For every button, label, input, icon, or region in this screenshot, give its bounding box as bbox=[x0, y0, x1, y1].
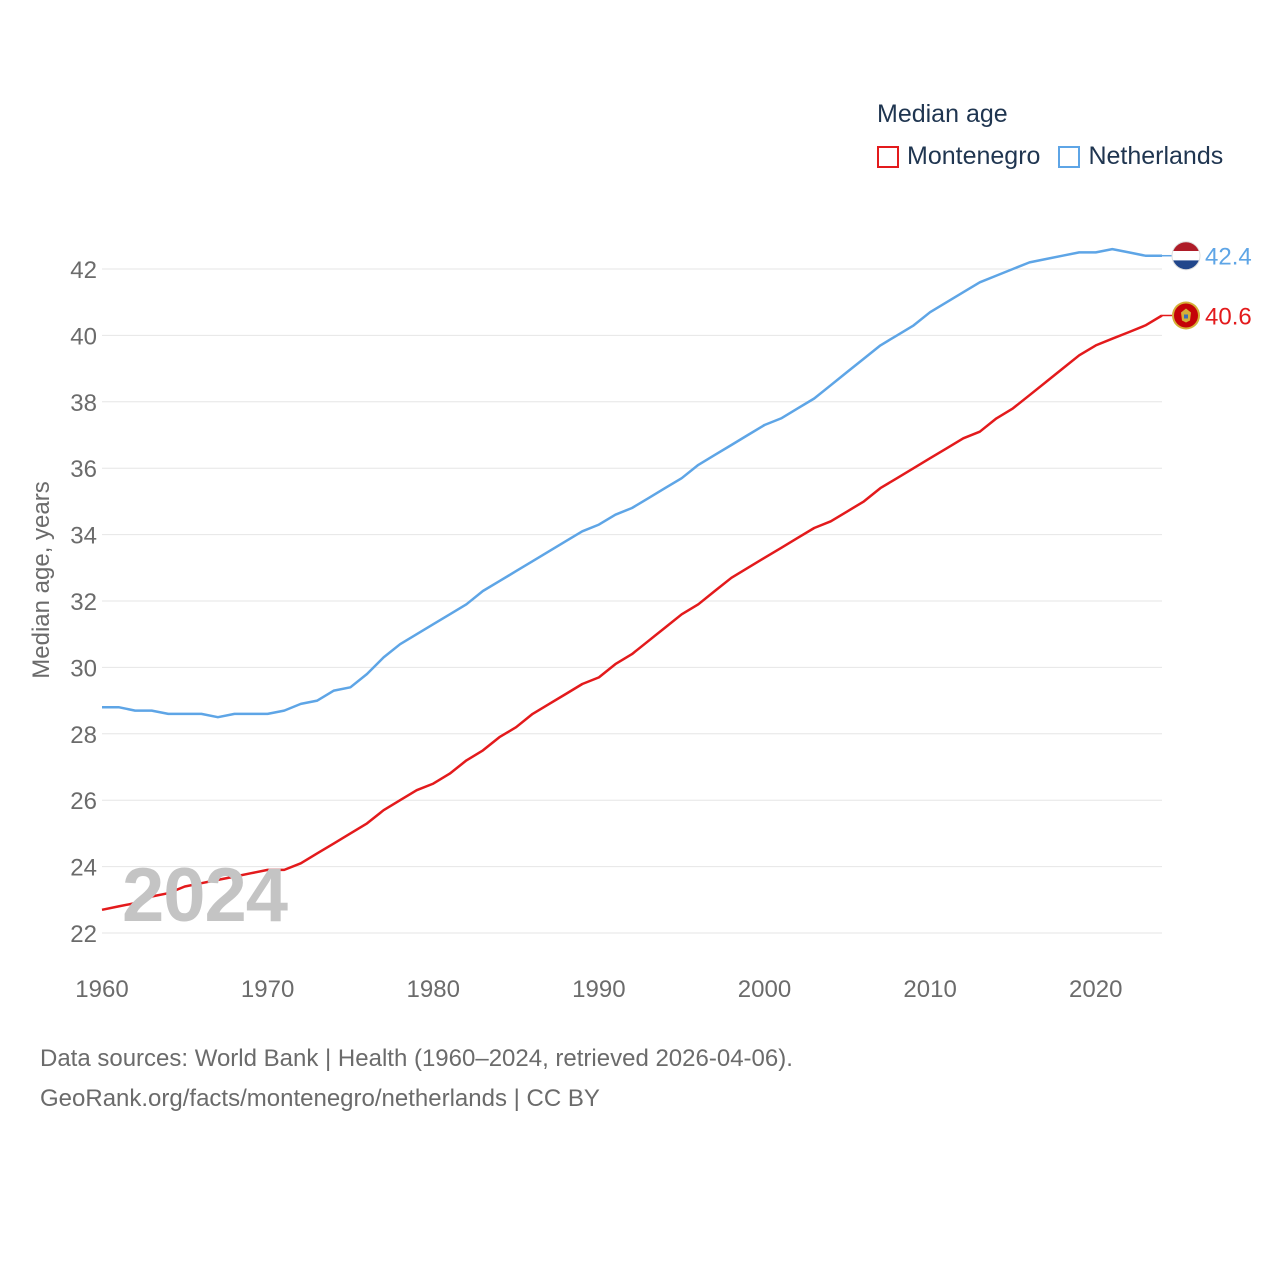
x-tick-label: 1990 bbox=[572, 976, 625, 1003]
y-tick-label: 38 bbox=[70, 390, 97, 417]
x-tick-labels: 1960 1970 1980 1990 2000 2010 2020 bbox=[75, 976, 1122, 1003]
legend-label-netherlands: Netherlands bbox=[1088, 142, 1224, 170]
y-tick-label: 28 bbox=[70, 722, 97, 749]
x-tick-label: 1960 bbox=[75, 976, 128, 1003]
end-markers bbox=[1171, 241, 1201, 330]
x-tick-label: 2000 bbox=[738, 976, 791, 1003]
series-lines bbox=[101, 247, 1172, 912]
legend-swatch-montenegro bbox=[877, 145, 899, 168]
footer-source: Data sources: World Bank | Health (1960–… bbox=[40, 1045, 793, 1072]
montenegro-flag-icon bbox=[1172, 301, 1200, 330]
y-tick-label: 40 bbox=[70, 323, 97, 350]
legend: Montenegro Netherlands bbox=[877, 142, 1241, 171]
y-tick-label: 34 bbox=[70, 523, 97, 550]
y-tick-label: 42 bbox=[70, 257, 97, 284]
y-tick-labels: 22 24 26 28 30 32 34 36 38 40 42 bbox=[70, 257, 97, 948]
netherlands-flag-icon bbox=[1171, 241, 1201, 271]
y-tick-label: 30 bbox=[70, 655, 97, 682]
x-tick-label: 1980 bbox=[407, 976, 460, 1003]
y-tick-label: 22 bbox=[70, 921, 97, 948]
x-tick-label: 1970 bbox=[241, 976, 294, 1003]
footer-link[interactable]: GeoRank.org/facts/montenegro/netherlands… bbox=[40, 1085, 600, 1112]
grid-lines bbox=[102, 268, 1162, 934]
legend-label-montenegro: Montenegro bbox=[907, 142, 1041, 170]
y-axis-title: Median age, years bbox=[28, 481, 55, 679]
y-tick-label: 36 bbox=[70, 456, 97, 483]
legend-title: Median age bbox=[877, 100, 1008, 128]
y-tick-label: 32 bbox=[70, 589, 97, 616]
year-watermark: 2024 bbox=[122, 853, 288, 938]
x-tick-label: 2010 bbox=[903, 976, 956, 1003]
y-tick-label: 24 bbox=[70, 855, 97, 882]
series-line-netherlands bbox=[102, 247, 1162, 719]
legend-item-netherlands[interactable]: Netherlands bbox=[1058, 142, 1223, 171]
end-label-montenegro: 40.6 bbox=[1205, 303, 1252, 330]
end-label-netherlands: 42.4 bbox=[1205, 244, 1252, 271]
series-line-montenegro bbox=[101, 314, 1163, 912]
x-tick-label: 2020 bbox=[1069, 976, 1122, 1003]
legend-item-montenegro[interactable]: Montenegro bbox=[877, 142, 1040, 171]
end-labels: 40.6 42.4 bbox=[1205, 244, 1252, 331]
y-tick-label: 26 bbox=[70, 788, 97, 815]
legend-swatch-netherlands bbox=[1058, 145, 1081, 168]
